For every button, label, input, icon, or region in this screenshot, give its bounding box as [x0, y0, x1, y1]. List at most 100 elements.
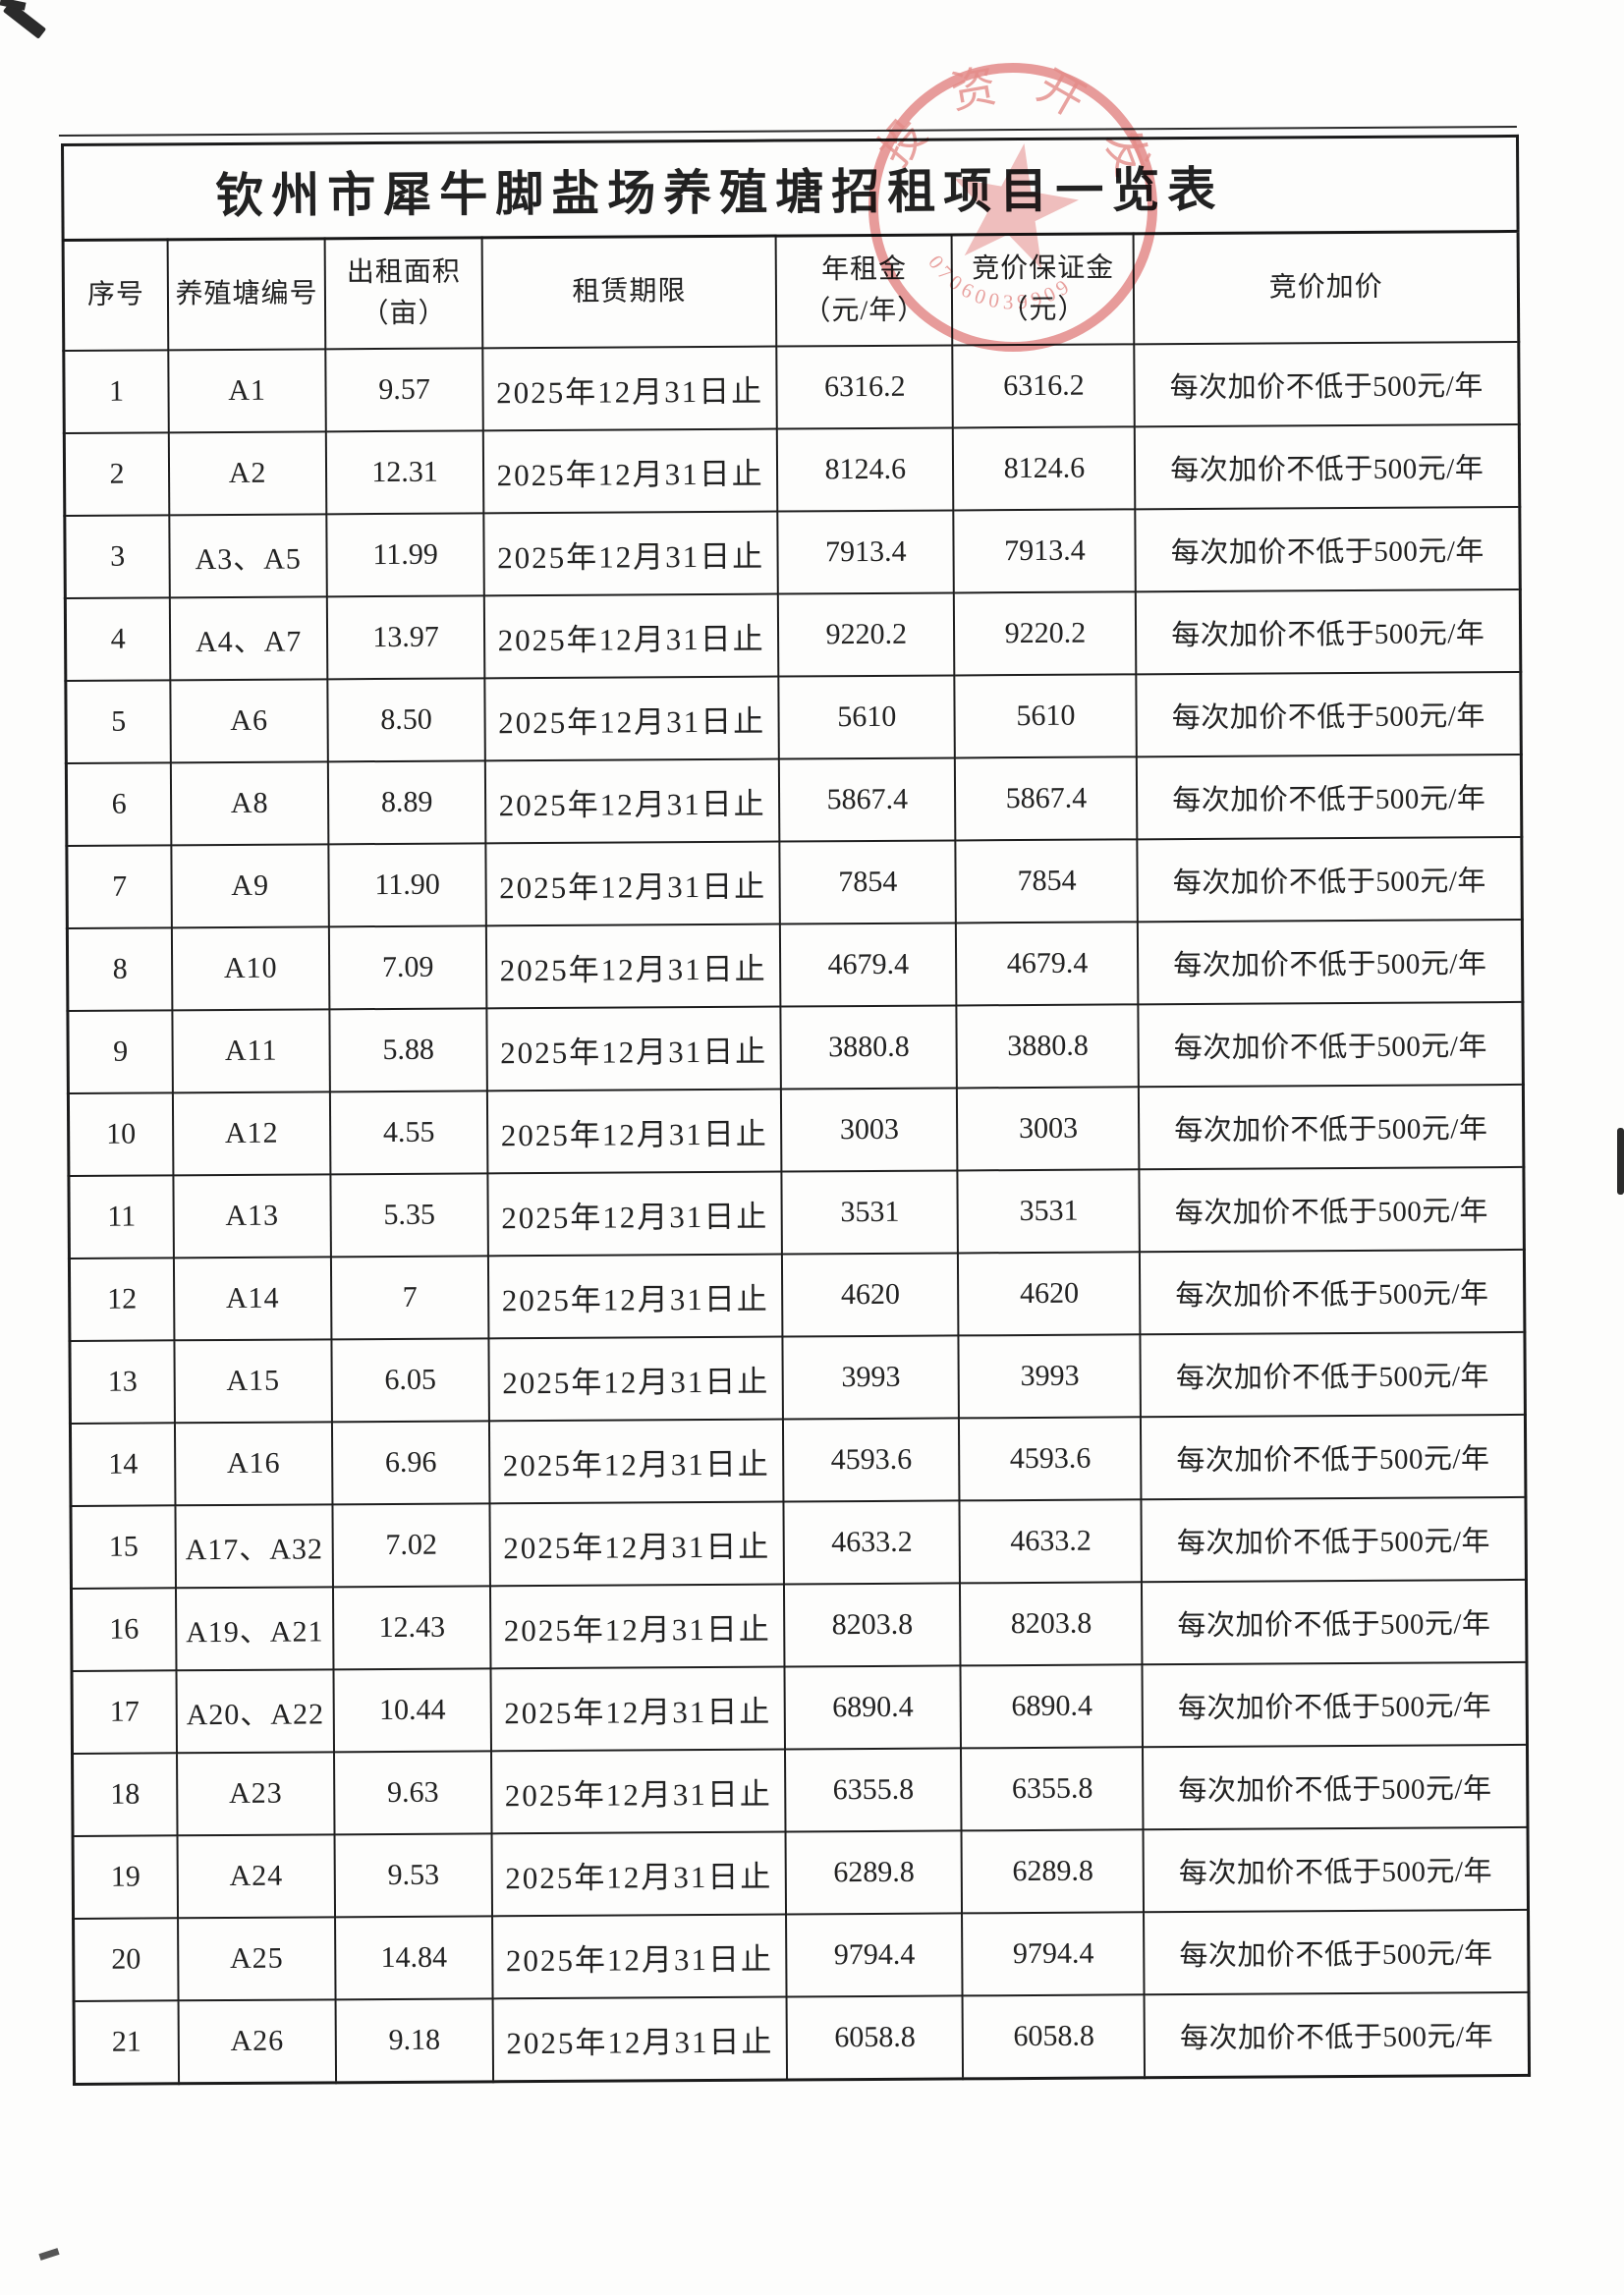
- cell-lease: 2025年12月31日止: [485, 924, 781, 1009]
- cell-area: 5.88: [329, 1008, 487, 1092]
- scan-artifact: [1617, 1128, 1624, 1195]
- cell-no: 21: [74, 2000, 180, 2085]
- cell-pond: A11: [172, 1009, 330, 1093]
- col-header-lease: 租赁期限: [481, 236, 777, 349]
- cell-rent: 6058.8: [786, 1995, 964, 2081]
- cell-increment: 每次加价不低于500元/年: [1142, 1579, 1527, 1665]
- cell-deposit: 6058.8: [962, 1994, 1146, 2079]
- cell-no: 5: [65, 680, 171, 763]
- cell-pond: A26: [178, 1999, 337, 2084]
- cell-area: 11.99: [326, 513, 484, 597]
- cell-area: 11.90: [328, 843, 486, 927]
- cell-deposit: 4593.6: [959, 1417, 1142, 1501]
- cell-increment: 每次加价不低于500元/年: [1138, 1001, 1524, 1088]
- cell-no: 20: [73, 1918, 179, 2001]
- cell-deposit: 8203.8: [960, 1582, 1143, 1666]
- cell-deposit: 5867.4: [955, 756, 1138, 841]
- cell-rent: 3003: [781, 1088, 958, 1172]
- cell-no: 8: [67, 927, 173, 1011]
- cell-lease: 2025年12月31日止: [492, 1914, 787, 1999]
- cell-rent: 3993: [782, 1335, 960, 1420]
- cell-area: 7: [330, 1256, 489, 1340]
- cell-pond: A3、A5: [169, 514, 327, 598]
- cell-lease: 2025年12月31日止: [489, 1584, 785, 1669]
- cell-pond: A6: [170, 679, 328, 763]
- cell-pond: A13: [173, 1174, 331, 1259]
- table-row: 17 A20、A22 10.44 2025年12月31日止 6890.4 6890.4 每次…: [71, 1661, 1528, 1754]
- cell-pond: A23: [177, 1752, 335, 1836]
- cell-increment: 每次加价不低于500元/年: [1144, 1909, 1530, 1995]
- cell-increment: 每次加价不低于500元/年: [1135, 423, 1520, 510]
- table-body: 1 A1 9.57 2025年12月31日止 6316.2 6316.2 每次加价不低于50…: [63, 341, 1530, 2085]
- cell-increment: 每次加价不低于500元/年: [1136, 588, 1521, 675]
- cell-lease: 2025年12月31日止: [491, 1831, 787, 1917]
- cell-rent: 9794.4: [786, 1913, 963, 1997]
- cell-pond: A1: [168, 349, 326, 433]
- cell-rent: 6316.2: [776, 345, 954, 429]
- cell-area: 9.53: [334, 1833, 493, 1918]
- cell-no: 11: [68, 1175, 175, 1259]
- cell-lease: 2025年12月31日止: [482, 428, 778, 514]
- cell-area: 14.84: [335, 1916, 493, 2000]
- cell-area: 6.05: [331, 1338, 489, 1423]
- col-header-pond: 养殖塘编号: [167, 238, 326, 351]
- cell-rent: 5867.4: [778, 757, 956, 842]
- cell-pond: A15: [174, 1339, 333, 1424]
- cell-area: 10.44: [333, 1668, 492, 1753]
- table-row: 18 A23 9.63 2025年12月31日止 6355.8 6355.8 每次加价不低于…: [72, 1744, 1528, 1836]
- cell-rent: 5610: [778, 675, 956, 759]
- cell-deposit: 7913.4: [953, 509, 1137, 593]
- cell-rent: 4633.2: [783, 1500, 961, 1585]
- cell-rent: 9220.2: [777, 592, 955, 677]
- cell-rent: 7913.4: [777, 510, 955, 594]
- cell-pond: A14: [174, 1257, 332, 1341]
- cell-no: 14: [70, 1423, 176, 1506]
- title-row: 钦州市犀牛脚盐场养殖塘招租项目一览表: [62, 136, 1519, 241]
- cell-rent: 3531: [781, 1170, 959, 1255]
- cell-lease: 2025年12月31日止: [490, 1666, 786, 1752]
- col-header-rent: 年租金 （元/年）: [775, 234, 953, 347]
- table-row: 3 A3、A5 11.99 2025年12月31日止 7913.4 7913.4 每次加价不…: [64, 506, 1521, 598]
- cell-area: 9.57: [325, 348, 483, 432]
- cell-increment: 每次加价不低于500元/年: [1137, 836, 1523, 923]
- cell-rent: 4620: [782, 1253, 959, 1337]
- cell-increment: 每次加价不低于500元/年: [1134, 341, 1520, 427]
- cell-increment: 每次加价不低于500元/年: [1137, 754, 1522, 840]
- cell-lease: 2025年12月31日止: [492, 1996, 788, 2082]
- table-row: 6 A8 8.89 2025年12月31日止 5867.4 5867.4 每次加价不低于50…: [66, 754, 1522, 846]
- cell-rent: 3880.8: [780, 1005, 958, 1090]
- cell-no: 12: [69, 1258, 175, 1341]
- table-row: 10 A12 4.55 2025年12月31日止 3003 3003 每次加价不低于500元…: [68, 1084, 1524, 1176]
- cell-lease: 2025年12月31日止: [488, 1336, 784, 1422]
- cell-deposit: 4679.4: [956, 922, 1139, 1006]
- cell-pond: A9: [171, 844, 329, 928]
- table-row: 9 A11 5.88 2025年12月31日止 3880.8 3880.8 每次加价不低于5…: [67, 1001, 1524, 1093]
- cell-rent: 8124.6: [776, 427, 954, 512]
- cell-pond: A4、A7: [169, 596, 328, 681]
- cell-area: 5.35: [330, 1173, 488, 1258]
- cell-pond: A2: [168, 431, 327, 516]
- cell-area: 7.02: [332, 1503, 490, 1588]
- cell-lease: 2025年12月31日止: [491, 1749, 786, 1834]
- cell-deposit: 3003: [957, 1087, 1140, 1171]
- cell-increment: 每次加价不低于500元/年: [1140, 1249, 1525, 1335]
- col-header-no: 序号: [63, 239, 169, 351]
- cell-increment: 每次加价不低于500元/年: [1143, 1826, 1529, 1913]
- cell-pond: A12: [173, 1092, 331, 1176]
- cell-lease: 2025年12月31日止: [488, 1419, 784, 1504]
- cell-increment: 每次加价不低于500元/年: [1144, 1991, 1530, 2078]
- table-row: 4 A4、A7 13.97 2025年12月31日止 9220.2 9220.2 每次加价不…: [65, 588, 1521, 681]
- cell-no: 7: [66, 845, 173, 928]
- cell-rent: 6289.8: [785, 1830, 963, 1915]
- cell-area: 7.09: [328, 925, 487, 1010]
- title-cell: 钦州市犀牛脚盐场养殖塘招租项目一览表: [62, 136, 1519, 241]
- page-title: 钦州市犀牛脚盐场养殖塘招租项目一览表: [215, 162, 1224, 223]
- cell-no: 15: [70, 1505, 177, 1589]
- table-row: 14 A16 6.96 2025年12月31日止 4593.6 4593.6 每次加价不低于…: [70, 1414, 1526, 1506]
- cell-area: 12.43: [333, 1586, 491, 1670]
- cell-rent: 6355.8: [785, 1748, 962, 1832]
- table-row: 13 A15 6.05 2025年12月31日止 3993 3993 每次加价不低于500元…: [69, 1331, 1526, 1424]
- cell-increment: 每次加价不低于500元/年: [1142, 1661, 1528, 1748]
- cell-no: 16: [71, 1588, 177, 1671]
- cell-rent: 8203.8: [784, 1583, 961, 1667]
